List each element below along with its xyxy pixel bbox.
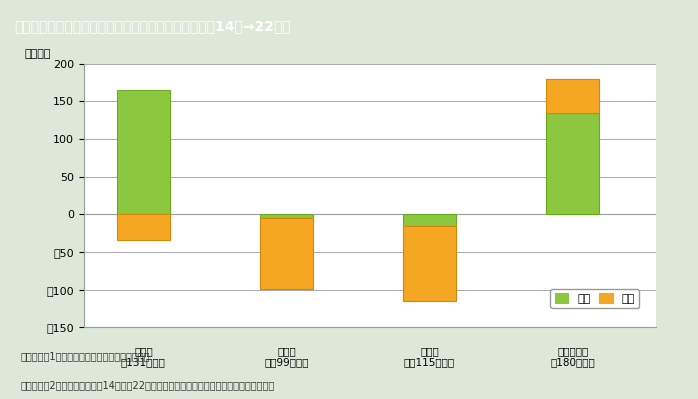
Bar — [546, 113, 600, 214]
Text: 2．（　）内は平成14年から22年の間で当該産業の雇用者数の増減（男女計）。: 2．（ ）内は平成14年から22年の間で当該産業の雇用者数の増減（男女計）。 — [21, 380, 275, 390]
Bar — [403, 214, 456, 225]
Bar — [260, 214, 313, 218]
Text: 建設業
（－99万人）: 建設業 （－99万人） — [265, 346, 309, 367]
Bar — [117, 214, 170, 240]
Text: 医療・福祉
（180万人）: 医療・福祉 （180万人） — [550, 346, 595, 367]
Legend: 女性, 男性: 女性, 男性 — [551, 289, 639, 308]
Bar — [260, 218, 313, 289]
Text: 製造業
（－115万人）: 製造業 （－115万人） — [404, 346, 455, 367]
Y-axis label: （万人）: （万人） — [24, 49, 51, 59]
Bar — [546, 79, 600, 113]
Text: （備考）　1．総務省「労働力調査」より作成。: （備考） 1．総務省「労働力調査」より作成。 — [21, 351, 150, 361]
Bar — [403, 225, 456, 301]
Text: 第１－２－５図　男女別産業別雇用者数の増減（平成14年→22年）: 第１－２－５図 男女別産業別雇用者数の増減（平成14年→22年） — [14, 19, 290, 33]
Bar — [117, 90, 170, 214]
Text: 全産業
（131万人）: 全産業 （131万人） — [121, 346, 166, 367]
